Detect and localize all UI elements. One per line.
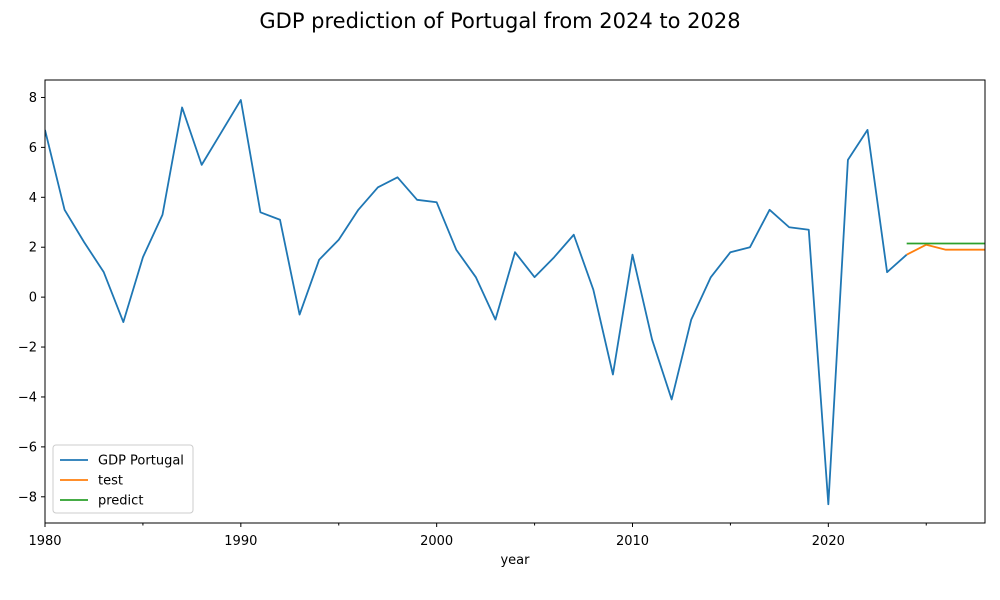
plot-frame (44, 79, 986, 524)
y-tick-label: −8 (18, 490, 37, 505)
legend-box (52, 444, 194, 514)
legend: GDP Portugal test predict (52, 444, 194, 514)
x-tick-label: 2020 (812, 534, 845, 549)
axes: −8 −6 −4 −2 0 2 4 6 8 1980 1990 2000 2010 2020 (18, 91, 927, 549)
x-tick-label: 1980 (28, 534, 61, 549)
y-tick-label: 6 (29, 141, 37, 156)
series-line-test (906, 243, 985, 256)
x-axis-label: year (500, 553, 530, 568)
legend-label: predict (98, 494, 143, 509)
series-line-gdp-portugal (45, 99, 908, 506)
plot-area (45, 99, 985, 506)
y-tick-label: 4 (29, 191, 37, 206)
x-tick-label: 1990 (224, 534, 257, 549)
y-tick-label: −4 (18, 390, 37, 405)
y-tick-label: −6 (18, 440, 37, 455)
legend-label: GDP Portugal (98, 454, 184, 469)
y-tick-label: −2 (18, 341, 37, 356)
y-tick-label: 0 (29, 291, 37, 306)
x-tick-label: 2000 (420, 534, 453, 549)
y-tick-label: 8 (29, 91, 37, 106)
legend-label: test (98, 474, 123, 489)
chart-title: GDP prediction of Portugal from 2024 to … (259, 9, 740, 33)
y-tick-label: 2 (29, 241, 37, 256)
x-tick-label: 2010 (616, 534, 649, 549)
